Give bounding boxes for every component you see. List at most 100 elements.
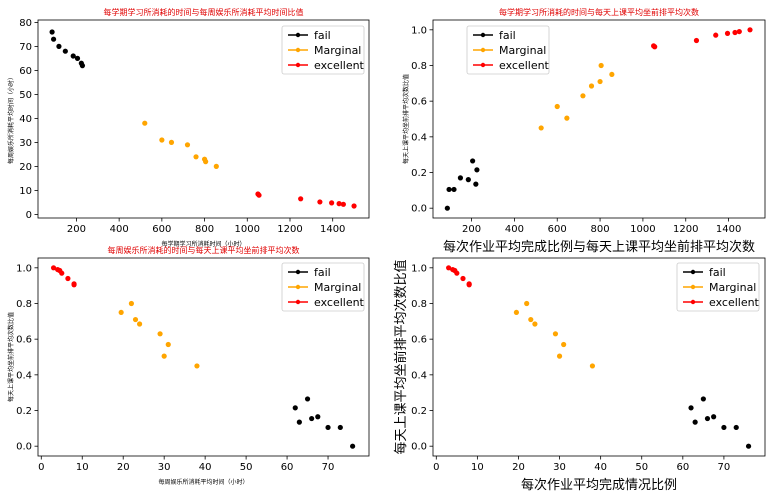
x-tick-label: 200 bbox=[67, 224, 86, 235]
data-point-marginal bbox=[538, 125, 544, 131]
data-point-marginal bbox=[118, 309, 124, 316]
data-point-fail bbox=[315, 414, 321, 420]
data-point-fail bbox=[721, 424, 727, 431]
legend-marker-fail bbox=[295, 32, 301, 38]
legend-box bbox=[676, 262, 760, 312]
x-tick-label: 50 bbox=[240, 462, 253, 473]
legend-box bbox=[466, 25, 550, 75]
data-point-excellent bbox=[713, 32, 719, 38]
data-point-fail bbox=[474, 167, 480, 173]
legend-marker-excellent bbox=[480, 62, 486, 68]
y-tick-label: 0.0 bbox=[411, 442, 427, 453]
data-point-marginal bbox=[554, 103, 560, 110]
data-point-excellent bbox=[724, 30, 731, 36]
y-tick-label: 10 bbox=[19, 186, 32, 197]
data-point-excellent bbox=[466, 282, 472, 288]
data-point-fail bbox=[444, 205, 450, 211]
data-point-excellent bbox=[693, 37, 700, 44]
x-tick-label: 60 bbox=[676, 462, 689, 473]
legend-marker-excellent bbox=[295, 299, 301, 305]
x-tick-label: 1400 bbox=[320, 224, 345, 235]
legend-marker-marginal bbox=[295, 284, 301, 290]
legend-label-marginal: Marginal bbox=[499, 44, 546, 57]
x-tick-label: 400 bbox=[505, 224, 524, 235]
data-point-fail bbox=[473, 181, 479, 187]
axes-frame bbox=[432, 19, 766, 219]
legend-label-excellent: excellent bbox=[314, 296, 365, 309]
y-tick-label: 0.6 bbox=[411, 97, 427, 108]
y-tick-label: 20 bbox=[19, 162, 32, 173]
y-tick-label: 80 bbox=[19, 18, 32, 29]
data-point-excellent bbox=[732, 29, 738, 36]
data-point-marginal bbox=[524, 300, 530, 307]
x-tick-label: 10 bbox=[471, 462, 484, 473]
y-axis-label: 每天上课平均坐前排平均次数比值 bbox=[7, 312, 15, 402]
legend-label-marginal: Marginal bbox=[709, 281, 756, 294]
chart-3: 0 10 20 30 40 50 60 70 0.0 0.2 0.4 0.6 0.8 1.0 每周娱乐所消耗… bbox=[7, 245, 370, 486]
data-point-marginal bbox=[580, 93, 586, 99]
legend: fail Marginal excellent bbox=[281, 262, 365, 312]
x-tick-label: 20 bbox=[512, 462, 525, 473]
x-tick-label: 40 bbox=[594, 462, 607, 473]
legend-marker-fail bbox=[295, 269, 301, 275]
x-tick-label: 30 bbox=[553, 462, 566, 473]
x-tick-label: 1200 bbox=[673, 224, 698, 235]
legend-label-excellent: excellent bbox=[499, 59, 550, 72]
y-tick-label: 0 bbox=[26, 210, 32, 221]
legend-marker-excellent bbox=[690, 299, 696, 305]
y-tick-label: 50 bbox=[19, 90, 32, 101]
y-tick-label: 0.8 bbox=[16, 299, 32, 310]
legend-label-fail: fail bbox=[314, 266, 331, 279]
legend-box bbox=[281, 262, 365, 312]
x-tick-label: 800 bbox=[195, 224, 214, 235]
legend-marker-marginal bbox=[295, 47, 301, 53]
data-point-excellent bbox=[351, 203, 357, 209]
x-tick-label: 1000 bbox=[235, 224, 260, 235]
legend: fail Marginal excellent bbox=[281, 25, 365, 75]
y-tick-label: 0.2 bbox=[411, 406, 427, 417]
data-point-fail bbox=[745, 443, 752, 449]
axes-frame bbox=[37, 257, 370, 457]
data-point-excellent bbox=[71, 282, 77, 288]
data-point-marginal bbox=[556, 353, 563, 359]
data-point-marginal bbox=[136, 321, 143, 327]
data-point-marginal bbox=[609, 71, 615, 78]
data-point-fail bbox=[50, 36, 57, 42]
data-point-fail bbox=[337, 424, 343, 431]
y-tick-label: 0.2 bbox=[411, 168, 427, 179]
data-point-excellent bbox=[317, 199, 323, 205]
y-tick-label: 0.8 bbox=[411, 61, 427, 72]
legend-label-excellent: excellent bbox=[314, 59, 365, 72]
data-point-fail bbox=[56, 43, 62, 50]
data-point-marginal bbox=[142, 120, 148, 126]
data-point-fail bbox=[292, 405, 298, 411]
x-tick-label: 1400 bbox=[716, 224, 741, 235]
data-point-fail bbox=[79, 63, 86, 69]
chart-4: 0 10 20 30 40 50 60 70 0.0 0.2 0.4 0.6 0.8 1.0 每次作业平均完… bbox=[393, 257, 766, 493]
data-point-fail bbox=[296, 419, 302, 425]
chart-2: 200 400 600 800 1000 1200 1400 0.0 0.2 0.4 0.6 0.8 1… bbox=[402, 7, 766, 255]
x-tick-label: 400 bbox=[110, 224, 129, 235]
data-point-marginal bbox=[513, 309, 520, 316]
data-point-excellent bbox=[747, 27, 753, 33]
data-point-fail bbox=[309, 415, 315, 422]
y-tick-label: 0.4 bbox=[411, 370, 427, 381]
x-axis-label: 每学期学习所消耗时间（小时） bbox=[161, 240, 245, 248]
x-tick-label: 1000 bbox=[630, 224, 655, 235]
data-point-marginal bbox=[157, 331, 163, 337]
legend-label-fail: fail bbox=[499, 29, 516, 42]
data-point-excellent bbox=[298, 196, 304, 202]
y-tick-label: 60 bbox=[19, 66, 32, 77]
x-axis-label: 每次作业平均完成比例与每天上课平均坐前排平均次数 bbox=[443, 239, 755, 255]
y-tick-label: 30 bbox=[19, 138, 32, 149]
data-point-marginal bbox=[203, 159, 209, 165]
chart-title: 每学期学习所消耗的时间与每天上课平均坐前排平均次数 bbox=[499, 7, 699, 17]
legend-marker-marginal bbox=[690, 284, 696, 290]
legend-label-fail: fail bbox=[709, 266, 726, 279]
data-point-fail bbox=[350, 443, 356, 449]
data-point-fail bbox=[457, 175, 464, 181]
data-point-fail bbox=[711, 414, 717, 420]
chart-title: 每周娱乐所消耗的时间与每天上课平均坐前排平均次数 bbox=[108, 245, 300, 255]
data-point-excellent bbox=[454, 270, 460, 276]
x-axis-label: 每周娱乐所消耗平均时间（小时） bbox=[158, 478, 248, 486]
